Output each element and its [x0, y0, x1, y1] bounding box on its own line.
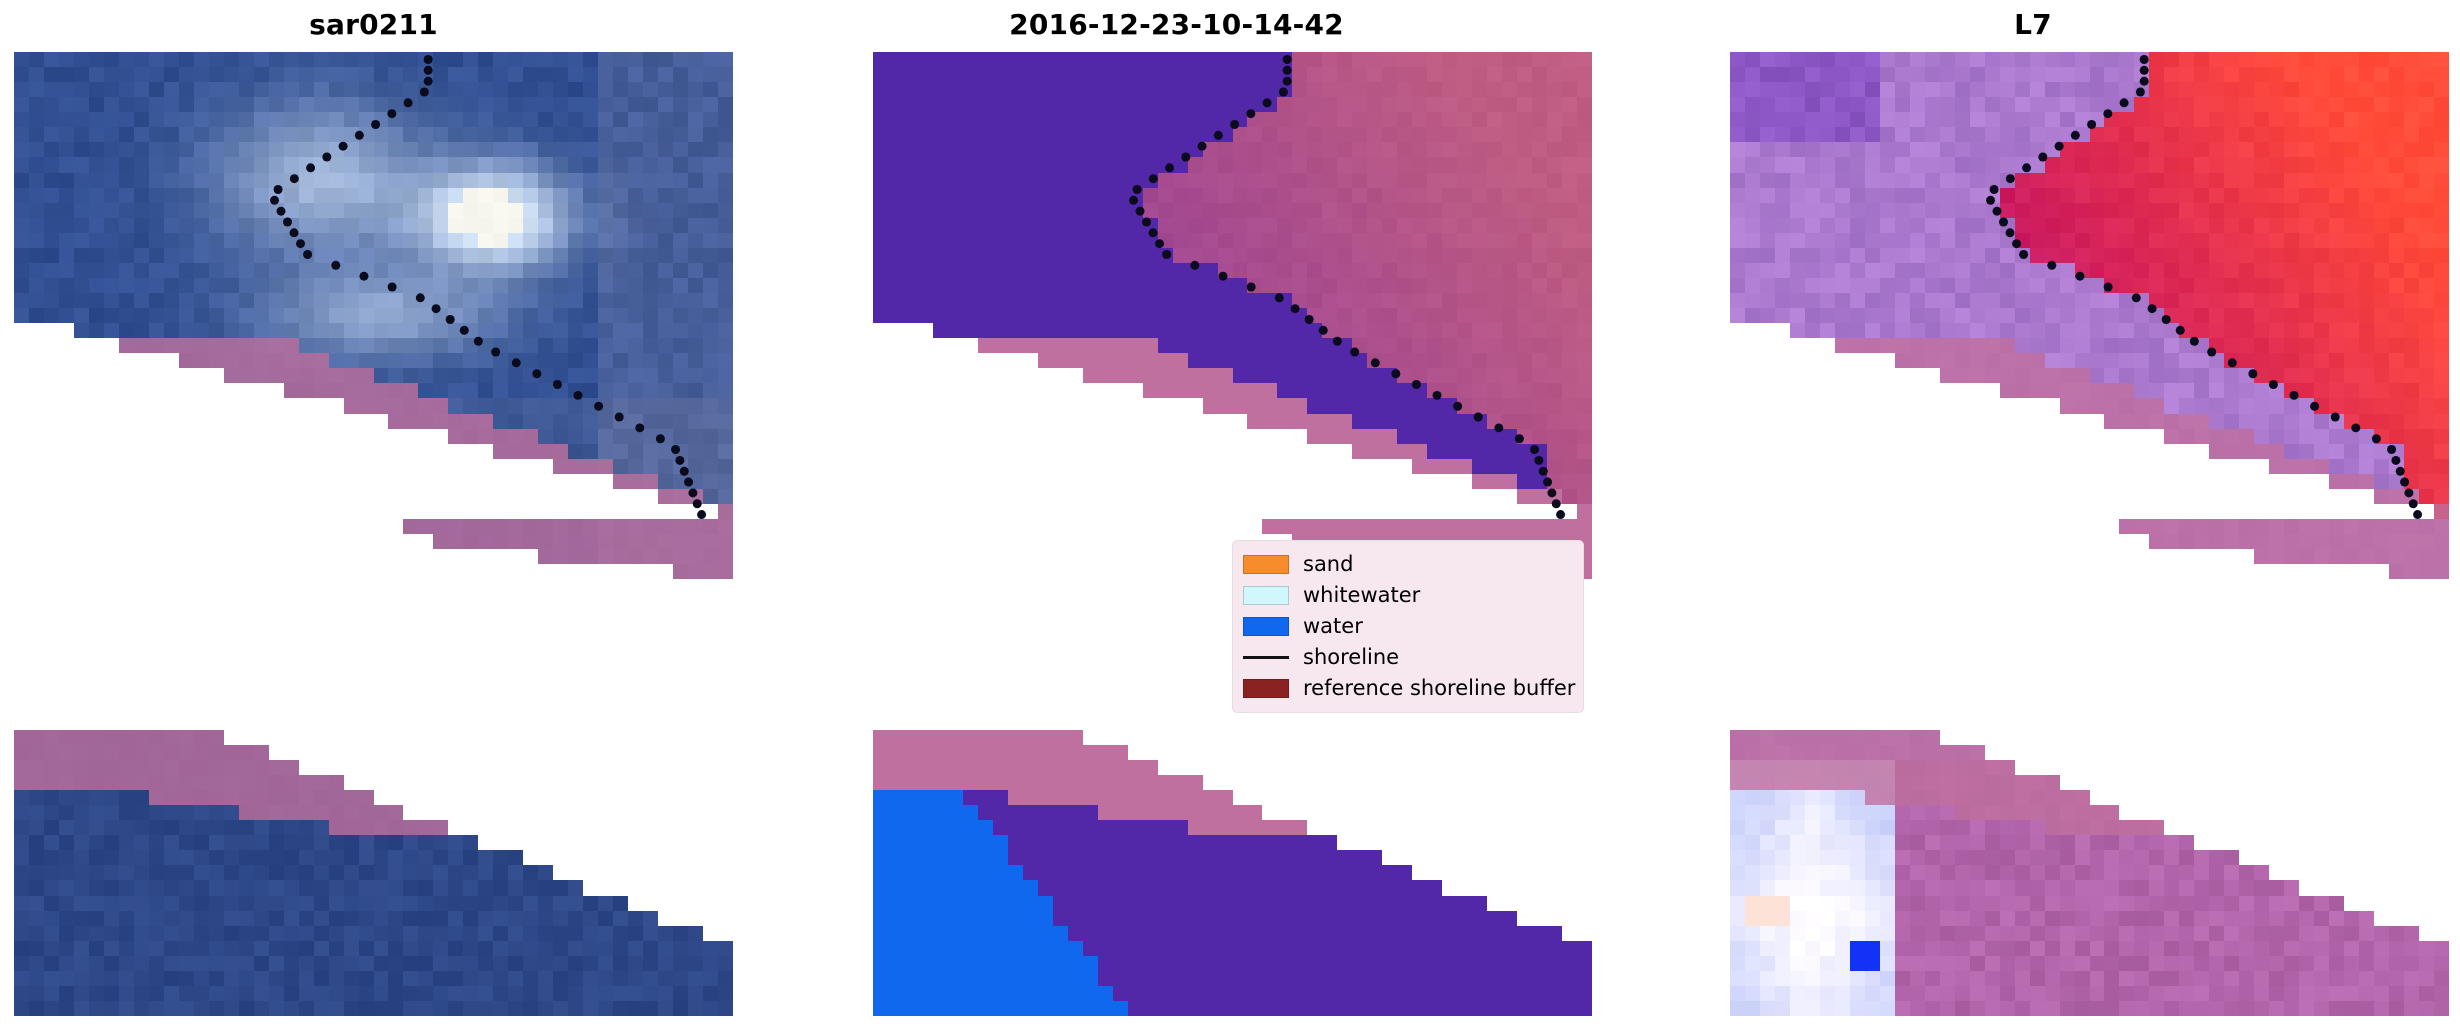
legend-label-shoreline: shoreline	[1303, 645, 1400, 669]
legend-label-water: water	[1303, 614, 1363, 638]
reference-shoreline-buffer-swatch	[1243, 679, 1289, 698]
water-swatch	[1243, 617, 1289, 636]
panel-classified: 2016-12-23-10-14-42	[747, 0, 1606, 1032]
legend-item-reference-buffer: reference shoreline buffer	[1243, 673, 1575, 704]
legend-item-sand: sand	[1243, 549, 1571, 580]
panel-l7-image	[1730, 52, 2449, 1016]
legend-item-water: water	[1243, 611, 1571, 642]
panel-title-sar0211: sar0211	[309, 8, 438, 41]
panel-classified-image	[873, 52, 1592, 1016]
legend-label-whitewater: whitewater	[1303, 583, 1421, 607]
legend-item-whitewater: whitewater	[1243, 580, 1571, 611]
sand-swatch	[1243, 555, 1289, 574]
legend-item-shoreline: shoreline	[1243, 642, 1571, 673]
legend: sand whitewater water shoreline referenc…	[1232, 540, 1584, 713]
panel-l7: L7	[1606, 0, 2460, 1032]
panel-sar0211: sar0211	[0, 0, 747, 1032]
panel-title-classified: 2016-12-23-10-14-42	[1009, 8, 1344, 41]
panel-sar0211-image	[14, 52, 733, 1016]
shoreline-line-icon	[1243, 648, 1289, 667]
whitewater-swatch	[1243, 586, 1289, 605]
panel-title-l7: L7	[2014, 8, 2052, 41]
legend-label-sand: sand	[1303, 552, 1354, 576]
legend-label-reference-buffer: reference shoreline buffer	[1303, 676, 1576, 700]
